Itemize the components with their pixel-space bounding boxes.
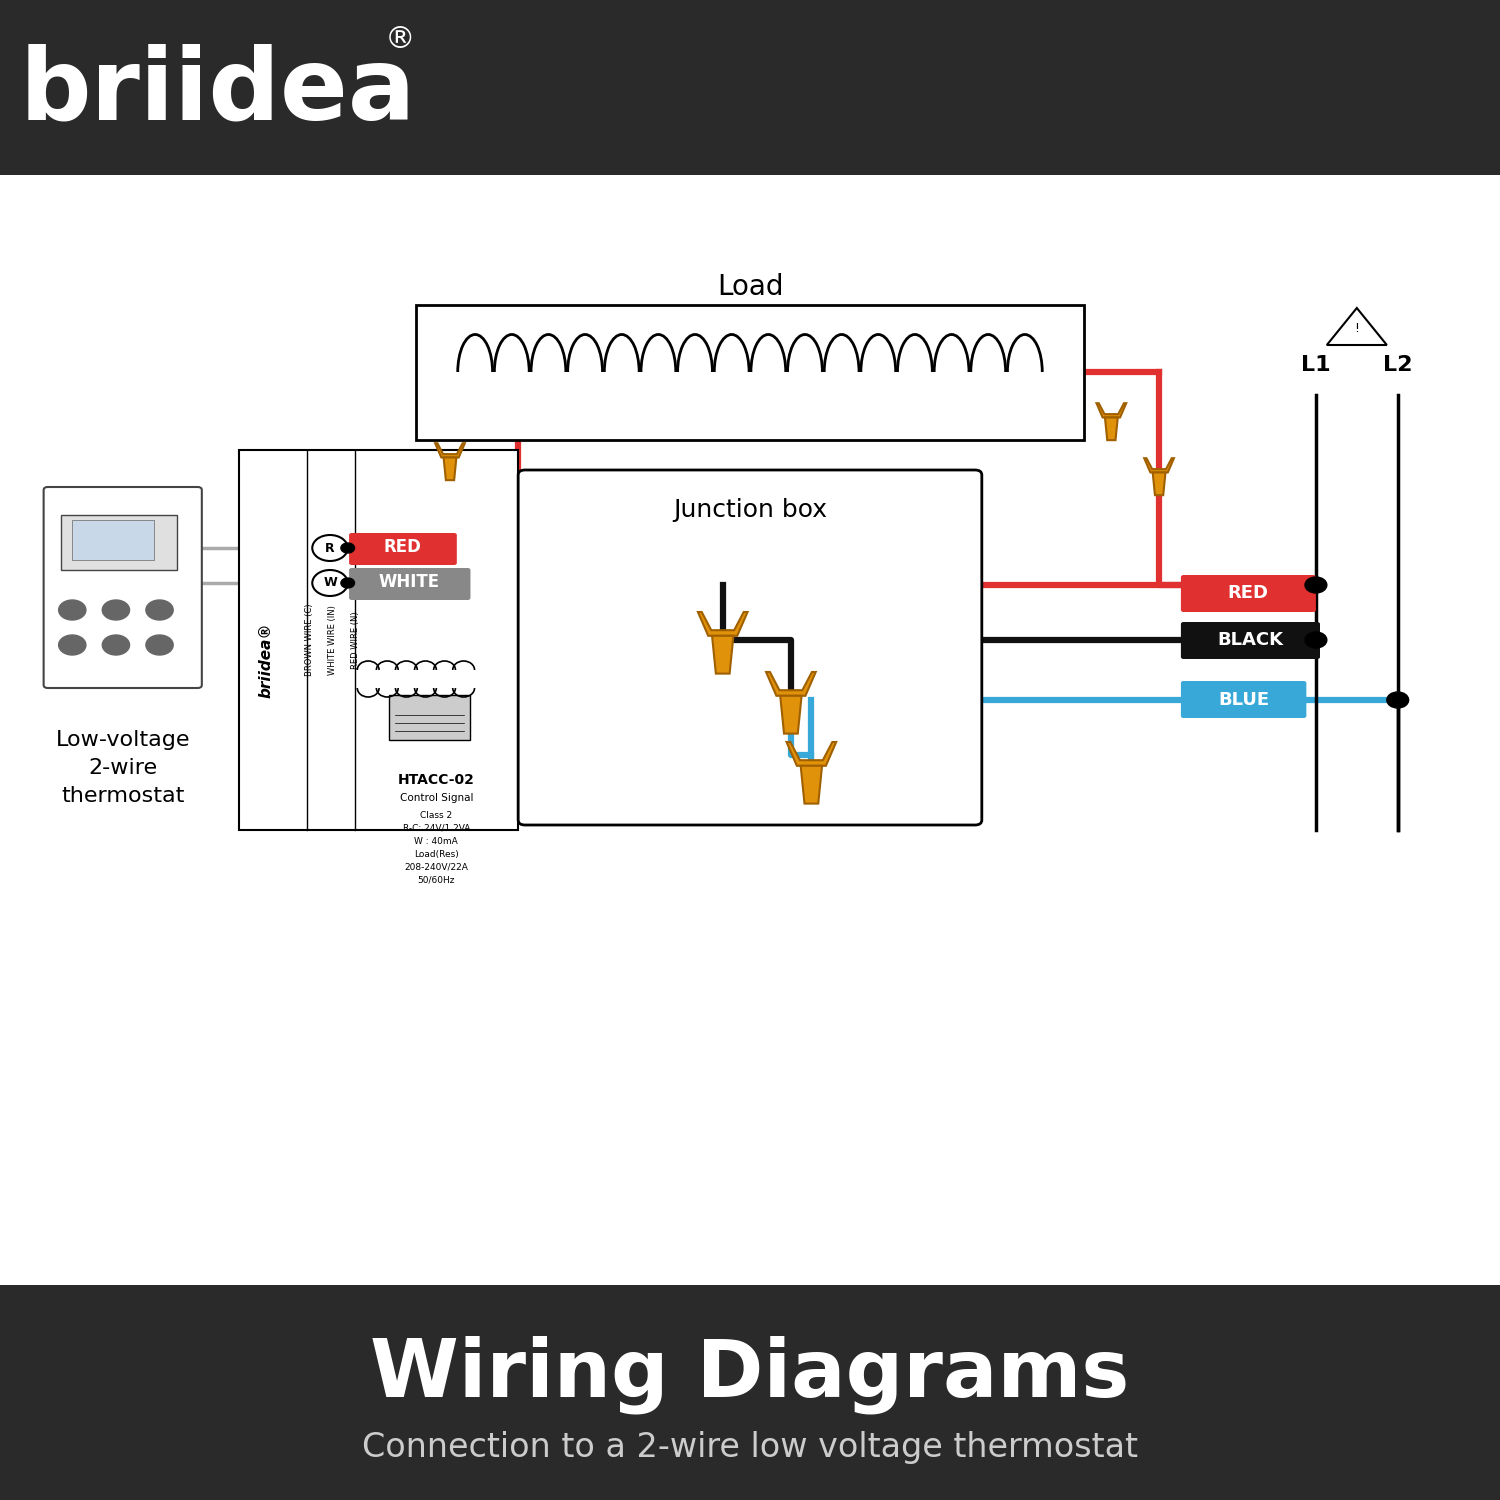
Circle shape xyxy=(58,600,86,619)
Circle shape xyxy=(146,634,172,656)
Text: Load(Res): Load(Res) xyxy=(414,849,459,858)
Circle shape xyxy=(102,634,129,656)
FancyBboxPatch shape xyxy=(44,488,203,688)
Text: BROWN WIRE (C): BROWN WIRE (C) xyxy=(304,603,313,676)
Text: L1: L1 xyxy=(1300,356,1330,375)
Text: Junction box: Junction box xyxy=(674,498,826,522)
Polygon shape xyxy=(786,742,836,766)
Text: RED: RED xyxy=(1227,584,1268,602)
Text: Control Signal: Control Signal xyxy=(399,794,472,802)
Circle shape xyxy=(58,634,86,656)
Circle shape xyxy=(340,578,354,588)
Text: W : 40mA: W : 40mA xyxy=(414,837,458,846)
FancyBboxPatch shape xyxy=(1180,681,1306,718)
Text: L2: L2 xyxy=(1383,356,1413,375)
Text: BLACK: BLACK xyxy=(1218,632,1284,650)
Text: R-C: 24V/1.2VA: R-C: 24V/1.2VA xyxy=(402,824,470,833)
Polygon shape xyxy=(712,636,734,674)
FancyBboxPatch shape xyxy=(350,532,458,566)
Bar xyxy=(416,304,1084,439)
Text: 50/60Hz: 50/60Hz xyxy=(417,876,454,885)
Bar xyxy=(62,514,177,570)
Polygon shape xyxy=(1144,458,1174,472)
Bar xyxy=(72,520,154,560)
Text: HTACC-02: HTACC-02 xyxy=(398,772,476,788)
Polygon shape xyxy=(801,766,822,804)
Bar xyxy=(0,1286,1500,1500)
Text: W: W xyxy=(322,576,338,590)
Polygon shape xyxy=(435,442,465,458)
Text: BLUE: BLUE xyxy=(1218,692,1269,709)
Text: R: R xyxy=(326,542,334,555)
Circle shape xyxy=(376,538,410,562)
Circle shape xyxy=(312,536,348,561)
Polygon shape xyxy=(1096,404,1126,417)
FancyBboxPatch shape xyxy=(518,470,982,825)
Text: WHITE: WHITE xyxy=(378,573,440,591)
FancyBboxPatch shape xyxy=(350,568,471,600)
Text: Wiring Diagrams: Wiring Diagrams xyxy=(370,1335,1130,1414)
FancyBboxPatch shape xyxy=(1180,622,1320,658)
Text: 208-240V/22A: 208-240V/22A xyxy=(405,862,468,871)
Text: !: ! xyxy=(1354,322,1359,336)
Text: RED: RED xyxy=(384,538,422,556)
Text: Load: Load xyxy=(717,273,783,302)
Text: WHITE WIRE (IN): WHITE WIRE (IN) xyxy=(328,604,338,675)
Circle shape xyxy=(312,570,348,596)
Circle shape xyxy=(1388,692,1408,708)
Circle shape xyxy=(1305,578,1328,592)
Bar xyxy=(0,0,1500,176)
Text: Class 2: Class 2 xyxy=(420,810,453,819)
Polygon shape xyxy=(444,458,456,480)
Polygon shape xyxy=(780,696,801,734)
Circle shape xyxy=(146,600,172,619)
Text: briidea®: briidea® xyxy=(258,622,273,698)
Polygon shape xyxy=(698,612,747,636)
Circle shape xyxy=(1305,632,1328,648)
Polygon shape xyxy=(1152,472,1166,495)
Polygon shape xyxy=(766,672,816,696)
Circle shape xyxy=(102,600,129,619)
Text: briidea: briidea xyxy=(20,44,417,141)
Text: Connection to a 2-wire low voltage thermostat: Connection to a 2-wire low voltage therm… xyxy=(362,1431,1138,1464)
Bar xyxy=(0,0,450,176)
Polygon shape xyxy=(1106,417,1118,440)
Text: RED WIRE (N): RED WIRE (N) xyxy=(351,610,360,669)
Text: ®: ® xyxy=(384,26,416,54)
Bar xyxy=(238,450,518,830)
FancyBboxPatch shape xyxy=(1180,574,1316,612)
Circle shape xyxy=(340,543,354,554)
Text: Low-voltage
2-wire
thermostat: Low-voltage 2-wire thermostat xyxy=(56,730,190,806)
Bar xyxy=(388,694,471,740)
